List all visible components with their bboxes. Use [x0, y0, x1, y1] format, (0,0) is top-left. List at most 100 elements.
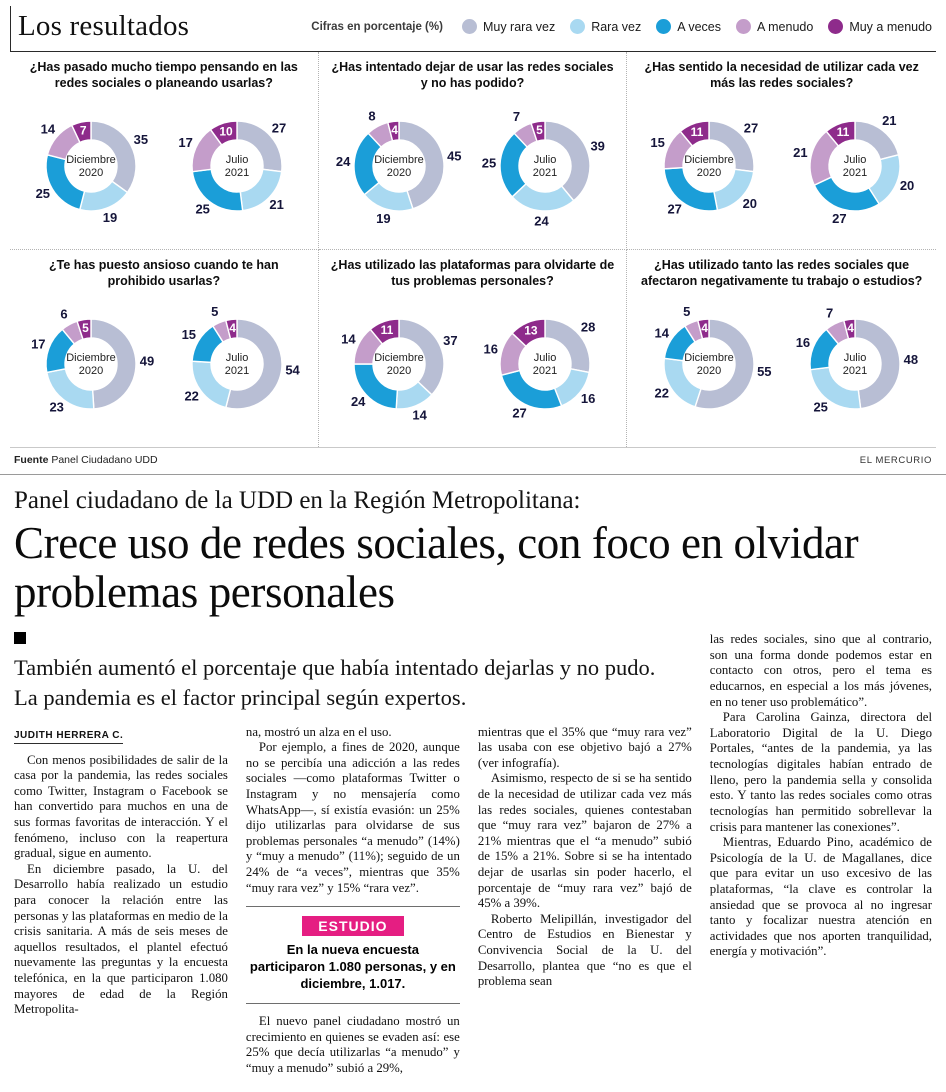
donut-period-label: Julio 2021 [225, 352, 249, 377]
donut-pair: 37 14 24 14 11 Diciembre 2020 28 16 27 16 13 Julio 20… [321, 291, 625, 437]
column-3-text: mientras que el 35% que “muy rara vez” l… [478, 725, 692, 990]
infographic-header: Los resultados Cifras en porcentaje (%) … [10, 0, 936, 52]
source-row: Fuente Panel Ciudadano UDD EL MERCURIO [10, 447, 936, 474]
donut-value-label: 49 [140, 354, 154, 369]
donut-value-label: 5 [537, 123, 544, 137]
infographic-results: Los resultados Cifras en porcentaje (%) … [0, 0, 946, 474]
donut-value-label: 5 [82, 321, 89, 335]
article-paragraph: En diciembre pasado, la U. del Desarroll… [14, 861, 228, 1017]
donut-value-label: 13 [525, 324, 539, 338]
legend-item: Muy a menudo [828, 19, 932, 34]
article-kicker: Panel ciudadano de la UDD en la Región M… [14, 487, 581, 514]
legend-color-dot [656, 19, 672, 34]
donut-segment [387, 120, 401, 142]
article-paragraph: Roberto Melipillán, investigador del Cen… [477, 911, 692, 989]
donut-pair: 35 19 25 14 7 Diciembre 2020 27 21 25 17 10 Julio 202… [12, 93, 316, 239]
newspaper-credit: EL MERCURIO [859, 455, 932, 466]
chart-question: ¿Has sentido la necesidad de utilizar ca… [644, 60, 919, 90]
donut-value-label: 27 [832, 211, 846, 226]
donut-value-label: 19 [103, 210, 117, 225]
donut-value-label: 25 [195, 202, 209, 217]
legend-label: A veces [677, 19, 722, 34]
donut-chart: 39 24 25 7 5 Julio 2021 [482, 109, 605, 228]
legend-color-dot [828, 19, 844, 34]
donut-chart: 35 19 25 14 7 Diciembre 2020 [35, 120, 148, 225]
donut-period-label: Julio 2021 [842, 352, 866, 377]
donut-period-label: Julio 2021 [533, 352, 557, 377]
donut-segment [76, 318, 92, 341]
donut-value-label: 7 [513, 109, 520, 124]
donut-chart: 21 20 27 21 11 Julio 2021 [793, 113, 914, 226]
donut-chart: 55 22 14 54 Diciembre 2020 [654, 304, 771, 410]
donut-segment [511, 318, 547, 348]
donut-value-label: 22 [654, 385, 668, 400]
article-paragraph: Con menos posibilidades de salir de la c… [14, 752, 228, 861]
legend-item: Muy rara vez [461, 19, 555, 34]
donut-value-label: 55 [757, 364, 771, 379]
article-paragraph: na, mostró un alza en el uso. [245, 724, 392, 739]
byline: JUDITH HERRERA C. [14, 730, 124, 744]
donut-pair: 55 22 14 5 4 Diciembre 2020 48 25 16 7 4 Julio 2021 [629, 291, 934, 437]
donut-period-label: Julio 2021 [842, 154, 866, 179]
donut-period-label: Julio 2021 [225, 154, 249, 179]
donut-value-label: 16 [484, 342, 498, 357]
chart-cell: ¿Has intentado dejar de usar las redes s… [318, 52, 628, 250]
donut-value-label: 17 [178, 135, 192, 150]
chart-cell: ¿Has pasado mucho tiempo pensando en las… [10, 52, 319, 250]
donut-value-label: 14 [342, 332, 357, 347]
column-2-text: na, mostró un alza en el uso. Por ejemplo… [245, 724, 460, 1077]
legend-color-dot [736, 19, 752, 34]
donut-value-label: 4 [392, 123, 399, 137]
donut-value-label: 27 [667, 202, 681, 217]
donut-chart: 48 25 16 74 Julio 2021 [795, 306, 917, 415]
donut-chart: 27 21 25 17 10 Julio 2021 [178, 120, 286, 217]
column-1-text: Con menos posibilidades de salir de la c… [14, 753, 228, 1018]
donut-value-label: 11 [836, 125, 849, 139]
deck-square-marker [14, 632, 26, 645]
donut-period-label: Diciembre 2020 [66, 352, 116, 377]
donut-chart: 27 20 27 15 11 Diciembre 2020 [650, 120, 758, 217]
article-column-2: na, mostró un alza en el uso. Por ejemplo… [245, 724, 460, 1077]
article-column-3: mientras que el 35% que “muy rara vez” l… [478, 725, 692, 1077]
donut-value-label: 48 [903, 352, 917, 367]
donut-segment [662, 357, 702, 408]
donut-value-label: 5 [683, 304, 690, 319]
donut-segment [224, 318, 238, 340]
donut-period-label: Diciembre 2020 [66, 154, 116, 179]
article-paragraph: Asimismo, respecto de si se ha sentido d… [477, 771, 692, 911]
donut-value-label: 24 [535, 213, 550, 228]
donut-segment [853, 318, 901, 410]
legend-label: Rara vez [591, 19, 642, 34]
article-column-4: las redes sociales, sino que al contrari… [710, 632, 932, 1076]
legend-item: A veces [656, 19, 721, 34]
donut-segment [693, 318, 755, 410]
donut-period-label: Diciembre 2020 [684, 352, 734, 377]
donut-value-label: 5 [211, 304, 218, 319]
donut-chart: 37 14 24 14 11 Diciembre 2020 [342, 318, 458, 423]
infographic-title: Los resultados [18, 10, 190, 42]
donut-value-label: 23 [49, 400, 63, 415]
legend-color-dot [570, 19, 586, 34]
donut-pair: 49 23 17 6 5 Diciembre 2020 54 22 15 5 4 Julio 2021 [12, 291, 316, 437]
chart-question: ¿Has intentado dejar de usar las redes s… [331, 60, 614, 90]
chart-cell: ¿Has sentido la necesidad de utilizar ca… [627, 52, 936, 250]
column-4-text: las redes sociales, sino que al contrari… [710, 632, 932, 960]
chart-cell: ¿Te has puesto ansioso cuando te han pro… [10, 250, 319, 447]
article-paragraph: Mientras, Eduardo Pino, académico de Psi… [709, 835, 932, 959]
donut-segment [70, 120, 92, 144]
source: Fuente Panel Ciudadano UDD [14, 454, 158, 466]
donut-value-label: 28 [581, 320, 595, 335]
donut-value-label: 6 [60, 306, 67, 321]
article-paragraph: las redes sociales, sino que al contrari… [709, 632, 932, 709]
donut-value-label: 11 [690, 125, 703, 139]
donut-value-label: 15 [181, 327, 195, 342]
donut-chart: 45 19 24 8 4 Diciembre 2020 [336, 108, 462, 226]
article-paragraph: Por ejemplo, a fines de 2020, aunque no … [245, 740, 460, 895]
article: Panel ciudadano de la UDD en la Región M… [0, 474, 946, 1076]
donut-period-label: Diciembre 2020 [684, 154, 734, 179]
donut-value-label: 4 [847, 321, 854, 335]
estudio-box: ESTUDIO En la nueva encuesta participaron… [245, 906, 460, 1004]
donut-segment [813, 176, 880, 212]
donut-value-label: 16 [581, 391, 595, 406]
donut-value-label: 11 [381, 323, 394, 337]
